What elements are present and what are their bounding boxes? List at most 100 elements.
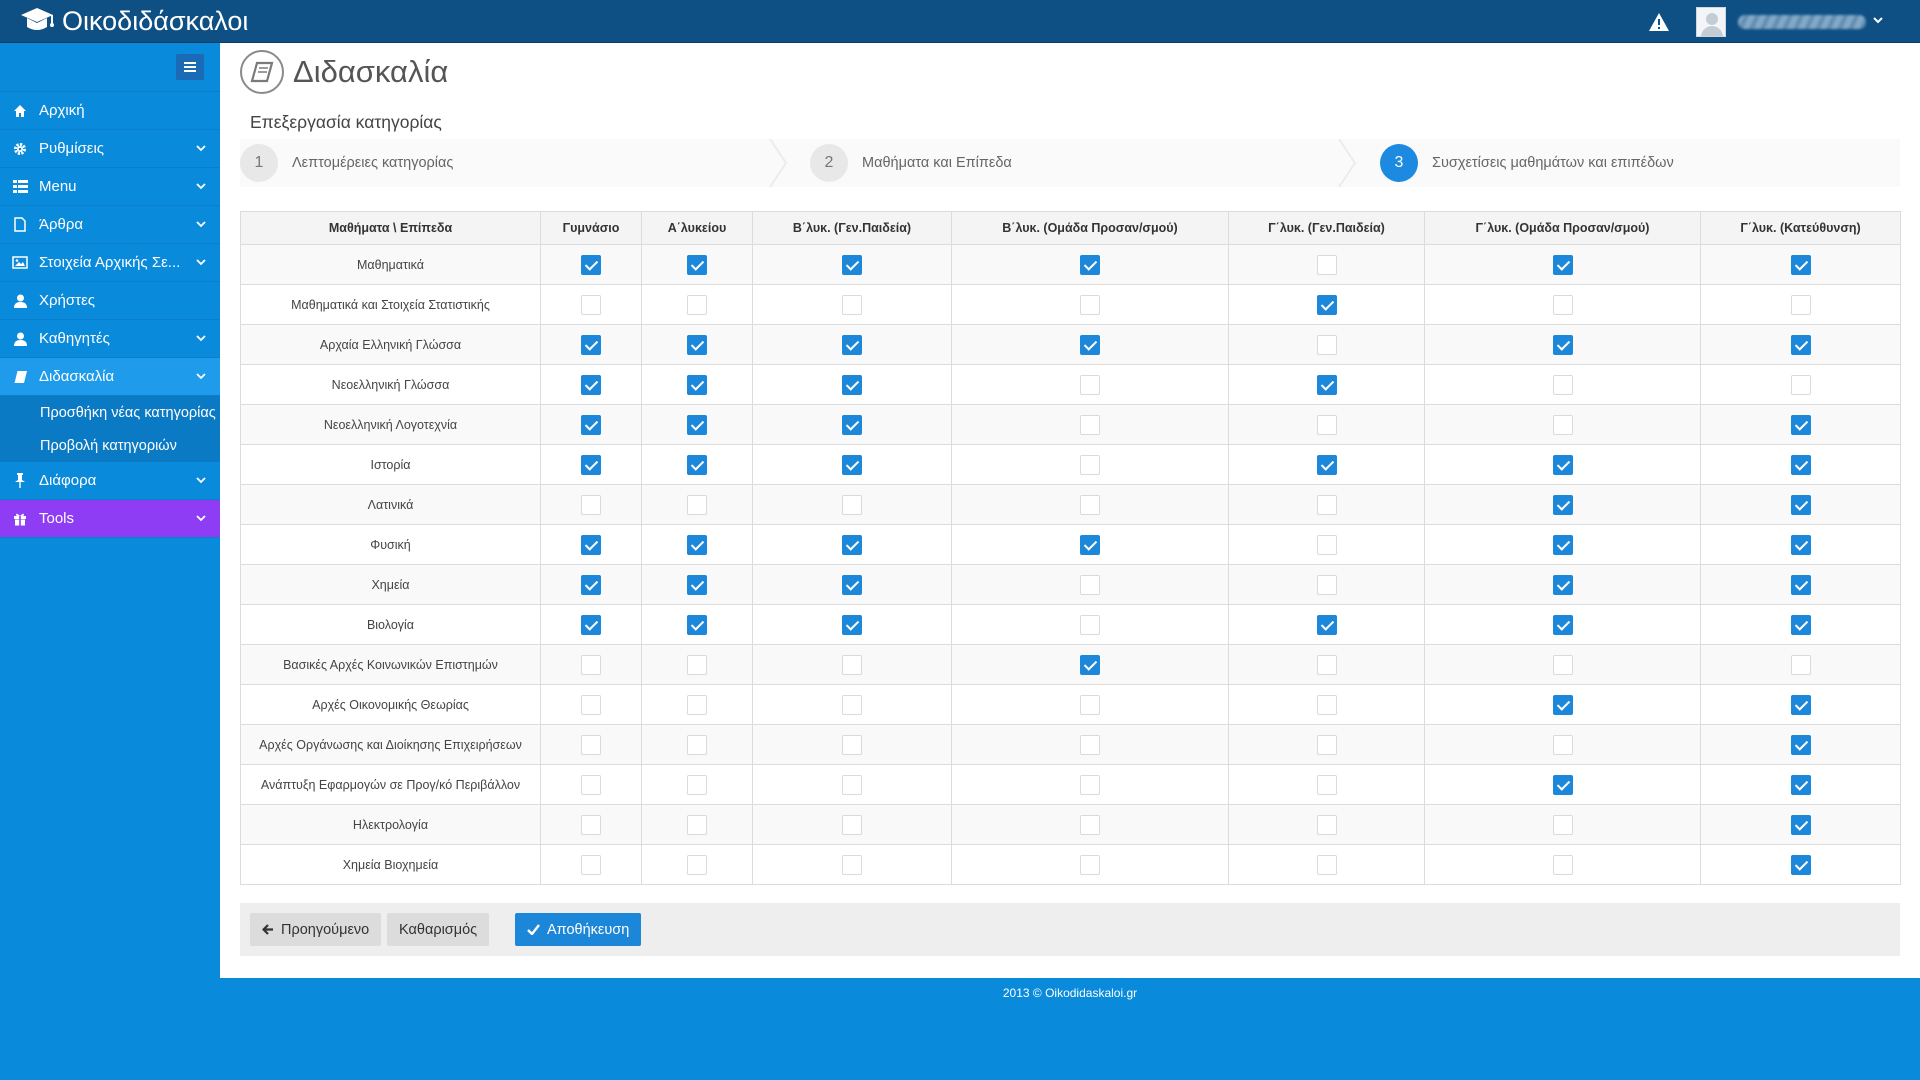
level-checkbox[interactable] bbox=[1790, 694, 1811, 715]
level-checkbox[interactable] bbox=[1316, 734, 1337, 755]
level-checkbox[interactable] bbox=[1790, 654, 1811, 675]
wizard-step-1[interactable]: 1 Λεπτομέρειες κατηγορίας bbox=[240, 139, 453, 187]
level-checkbox[interactable] bbox=[581, 334, 601, 355]
level-checkbox[interactable] bbox=[1080, 574, 1100, 595]
sidebar-item-articles[interactable]: Άρθρα bbox=[0, 206, 220, 244]
level-checkbox[interactable] bbox=[1790, 774, 1811, 795]
level-checkbox[interactable] bbox=[842, 774, 862, 795]
level-checkbox[interactable] bbox=[842, 254, 862, 275]
level-checkbox[interactable] bbox=[581, 774, 601, 795]
sidebar-item-teachers[interactable]: Καθηγητές bbox=[0, 320, 220, 358]
level-checkbox[interactable] bbox=[842, 614, 862, 635]
sidebar-item-settings[interactable]: Ρυθμίσεις bbox=[0, 130, 220, 168]
level-checkbox[interactable] bbox=[1080, 334, 1100, 355]
level-checkbox[interactable] bbox=[842, 374, 862, 395]
level-checkbox[interactable] bbox=[1552, 494, 1573, 515]
level-checkbox[interactable] bbox=[1316, 334, 1337, 355]
level-checkbox[interactable] bbox=[1316, 414, 1337, 435]
level-checkbox[interactable] bbox=[1552, 374, 1573, 395]
level-checkbox[interactable] bbox=[687, 614, 707, 635]
sidebar-item-users[interactable]: Χρήστες bbox=[0, 282, 220, 320]
save-button[interactable]: Αποθήκευση bbox=[515, 913, 642, 946]
level-checkbox[interactable] bbox=[1316, 374, 1337, 395]
level-checkbox[interactable] bbox=[1552, 614, 1573, 635]
level-checkbox[interactable] bbox=[1080, 534, 1100, 555]
level-checkbox[interactable] bbox=[581, 814, 601, 835]
level-checkbox[interactable] bbox=[687, 414, 707, 435]
level-checkbox[interactable] bbox=[687, 334, 707, 355]
level-checkbox[interactable] bbox=[1316, 534, 1337, 555]
level-checkbox[interactable] bbox=[1316, 294, 1337, 315]
level-checkbox[interactable] bbox=[1316, 774, 1337, 795]
level-checkbox[interactable] bbox=[687, 574, 707, 595]
level-checkbox[interactable] bbox=[1080, 254, 1100, 275]
level-checkbox[interactable] bbox=[842, 414, 862, 435]
level-checkbox[interactable] bbox=[581, 414, 601, 435]
level-checkbox[interactable] bbox=[1790, 734, 1811, 755]
level-checkbox[interactable] bbox=[581, 614, 601, 635]
level-checkbox[interactable] bbox=[1790, 574, 1811, 595]
level-checkbox[interactable] bbox=[842, 294, 862, 315]
sidebar-item-misc[interactable]: Διάφορα bbox=[0, 462, 220, 500]
level-checkbox[interactable] bbox=[1552, 334, 1573, 355]
sidebar-item-tools[interactable]: Tools bbox=[0, 500, 220, 538]
level-checkbox[interactable] bbox=[1316, 454, 1337, 475]
brand[interactable]: Οικοδιδάσκαλοι bbox=[18, 6, 248, 36]
level-checkbox[interactable] bbox=[1316, 694, 1337, 715]
level-checkbox[interactable] bbox=[1790, 534, 1811, 555]
level-checkbox[interactable] bbox=[842, 854, 862, 875]
level-checkbox[interactable] bbox=[581, 454, 601, 475]
level-checkbox[interactable] bbox=[1080, 414, 1100, 435]
level-checkbox[interactable] bbox=[581, 534, 601, 555]
level-checkbox[interactable] bbox=[687, 814, 707, 835]
level-checkbox[interactable] bbox=[842, 734, 862, 755]
level-checkbox[interactable] bbox=[1080, 854, 1100, 875]
wizard-step-2[interactable]: 2 Μαθήματα και Επίπεδα bbox=[810, 139, 1012, 187]
level-checkbox[interactable] bbox=[1080, 694, 1100, 715]
level-checkbox[interactable] bbox=[687, 854, 707, 875]
level-checkbox[interactable] bbox=[1790, 854, 1811, 875]
sidebar-subitem-add-category[interactable]: Προσθήκη νέας κατηγορίας bbox=[40, 404, 216, 421]
level-checkbox[interactable] bbox=[1080, 374, 1100, 395]
level-checkbox[interactable] bbox=[1552, 254, 1573, 275]
level-checkbox[interactable] bbox=[581, 494, 601, 515]
level-checkbox[interactable] bbox=[581, 254, 601, 275]
level-checkbox[interactable] bbox=[842, 814, 862, 835]
level-checkbox[interactable] bbox=[1316, 654, 1337, 675]
level-checkbox[interactable] bbox=[1316, 854, 1337, 875]
sidebar-item-teaching[interactable]: Διδασκαλία bbox=[0, 358, 220, 396]
sidebar-item-menu[interactable]: Menu bbox=[0, 168, 220, 206]
level-checkbox[interactable] bbox=[842, 654, 862, 675]
level-checkbox[interactable] bbox=[1790, 294, 1811, 315]
level-checkbox[interactable] bbox=[1552, 774, 1573, 795]
level-checkbox[interactable] bbox=[1080, 774, 1100, 795]
level-checkbox[interactable] bbox=[687, 374, 707, 395]
level-checkbox[interactable] bbox=[1552, 654, 1573, 675]
level-checkbox[interactable] bbox=[687, 494, 707, 515]
previous-button[interactable]: Προηγούμενο bbox=[250, 913, 382, 946]
level-checkbox[interactable] bbox=[1316, 614, 1337, 635]
level-checkbox[interactable] bbox=[1552, 534, 1573, 555]
level-checkbox[interactable] bbox=[687, 734, 707, 755]
level-checkbox[interactable] bbox=[1790, 494, 1811, 515]
level-checkbox[interactable] bbox=[1316, 814, 1337, 835]
level-checkbox[interactable] bbox=[581, 734, 601, 755]
level-checkbox[interactable] bbox=[687, 694, 707, 715]
level-checkbox[interactable] bbox=[1080, 734, 1100, 755]
level-checkbox[interactable] bbox=[687, 534, 707, 555]
level-checkbox[interactable] bbox=[687, 454, 707, 475]
level-checkbox[interactable] bbox=[1552, 734, 1573, 755]
level-checkbox[interactable] bbox=[1552, 294, 1573, 315]
level-checkbox[interactable] bbox=[842, 694, 862, 715]
level-checkbox[interactable] bbox=[842, 454, 862, 475]
level-checkbox[interactable] bbox=[1790, 374, 1811, 395]
level-checkbox[interactable] bbox=[1552, 454, 1573, 475]
level-checkbox[interactable] bbox=[1316, 494, 1337, 515]
level-checkbox[interactable] bbox=[687, 774, 707, 795]
level-checkbox[interactable] bbox=[581, 694, 601, 715]
level-checkbox[interactable] bbox=[842, 574, 862, 595]
level-checkbox[interactable] bbox=[1080, 494, 1100, 515]
level-checkbox[interactable] bbox=[1080, 454, 1100, 475]
reset-button[interactable]: Καθαρισμός bbox=[387, 913, 490, 946]
level-checkbox[interactable] bbox=[581, 374, 601, 395]
